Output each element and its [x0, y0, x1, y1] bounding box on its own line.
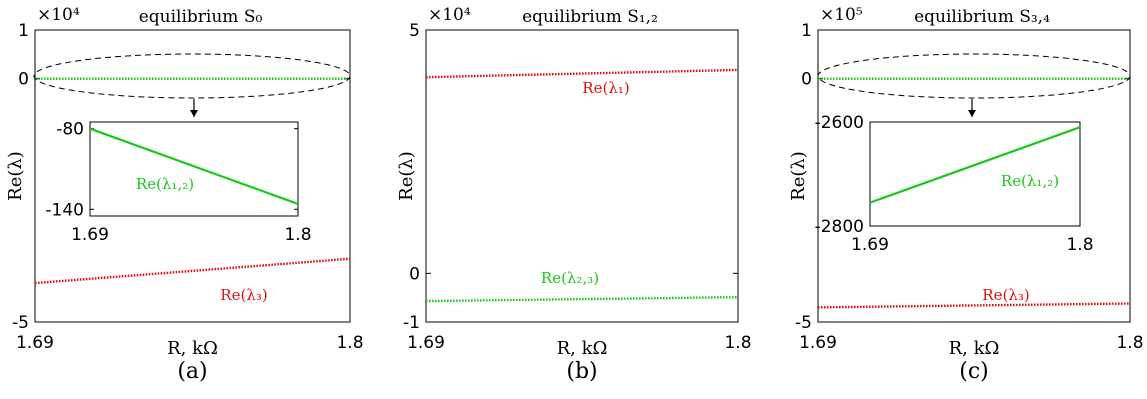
chart-title: equilibrium S₀ [139, 7, 263, 27]
panel-label: (b) [566, 359, 597, 384]
y-tick-label: 1 [18, 21, 29, 41]
series-annotation: Re(λ₁) [582, 79, 629, 97]
panel-label: (a) [177, 359, 207, 384]
zoom-ellipse [33, 53, 351, 99]
panel-label: (c) [959, 359, 989, 384]
inset-y-tick-label: -140 [45, 200, 84, 220]
inset-x-tick-label: 1.8 [284, 225, 311, 245]
inset-series-line [89, 127, 299, 205]
inset-frame [89, 121, 299, 217]
x-tick-label: 1.8 [1116, 333, 1143, 353]
inset-series-annotation: Re(λ₁,₂) [1001, 172, 1059, 190]
x-axis-label: R, kΩ [557, 338, 608, 359]
y-axis-label: Re(λ) [5, 151, 26, 201]
inset-y-tick-label: -2600 [815, 113, 864, 133]
y-tick-label: -5 [795, 313, 812, 333]
series-line [34, 257, 351, 285]
plot-area-frame [817, 29, 1131, 323]
inset-chart: -80 -140 1.69 1.8 Re(λ₁,₂) [45, 120, 311, 245]
inset-series-line [869, 126, 1081, 204]
chart-panel-1: 10-51.69 1.8×10⁴ equilibrium S₀R, kΩRe(λ)(… [5, 5, 364, 384]
x-axis-label: R, kΩ [949, 338, 1000, 359]
plot-area-frame [34, 29, 351, 323]
plot-area-frame [425, 29, 739, 323]
series-line [817, 302, 1131, 309]
y-tick-label: 0 [409, 264, 420, 284]
chart-title: equilibrium S₁,₂ [522, 7, 658, 27]
inset-x-tick-label: 1.8 [1066, 235, 1093, 255]
series-annotation: Re(λ₃) [220, 286, 267, 304]
y-axis-label: Re(λ) [788, 151, 809, 201]
series-line [425, 295, 739, 303]
zoom-arrowhead [968, 110, 976, 117]
axis-multiplier: ×10⁵ [820, 5, 863, 25]
chart-panel-2: 5 0 -11.69 1.8 ×10⁴ equilibrium S₁,₂ R, kΩ Re(λ… [396, 5, 752, 384]
y-axis-label: Re(λ) [396, 151, 417, 201]
series-annotation: Re(λ₂,₃) [541, 269, 599, 287]
y-tick-label: 0 [801, 70, 812, 90]
chart-panel-3: 10-51.69 1.8×10⁵ equilibrium S₃,₄R, kΩRe(λ… [788, 5, 1144, 384]
x-tick-label: 1.8 [336, 333, 363, 353]
series-line [425, 68, 739, 79]
inset-y-tick-label: -80 [56, 120, 84, 140]
x-tick-label: 1.69 [407, 333, 445, 353]
x-tick-label: 1.69 [799, 333, 837, 353]
x-tick-label: 1.69 [16, 333, 54, 353]
x-axis-label: R, kΩ [167, 338, 218, 359]
series-annotation: Re(λ₃) [982, 286, 1029, 304]
y-tick-label: 5 [409, 21, 420, 41]
zoom-ellipse [817, 53, 1131, 99]
inset-y-tick-label: -2800 [815, 217, 864, 237]
y-tick-label: -1 [403, 313, 420, 333]
axis-multiplier: ×10⁴ [428, 5, 471, 25]
chart-title: equilibrium S₃,₄ [914, 7, 1050, 27]
inset-series-annotation: Re(λ₁,₂) [136, 175, 194, 193]
inset-x-tick-label: 1.69 [851, 235, 889, 255]
y-tick-label: 1 [801, 21, 812, 41]
inset-x-tick-label: 1.69 [71, 225, 109, 245]
x-tick-label: 1.8 [724, 333, 751, 353]
axis-multiplier: ×10⁴ [37, 5, 80, 25]
y-tick-label: -5 [12, 313, 29, 333]
zoom-arrowhead [190, 110, 198, 117]
y-tick-label: 0 [18, 70, 29, 90]
